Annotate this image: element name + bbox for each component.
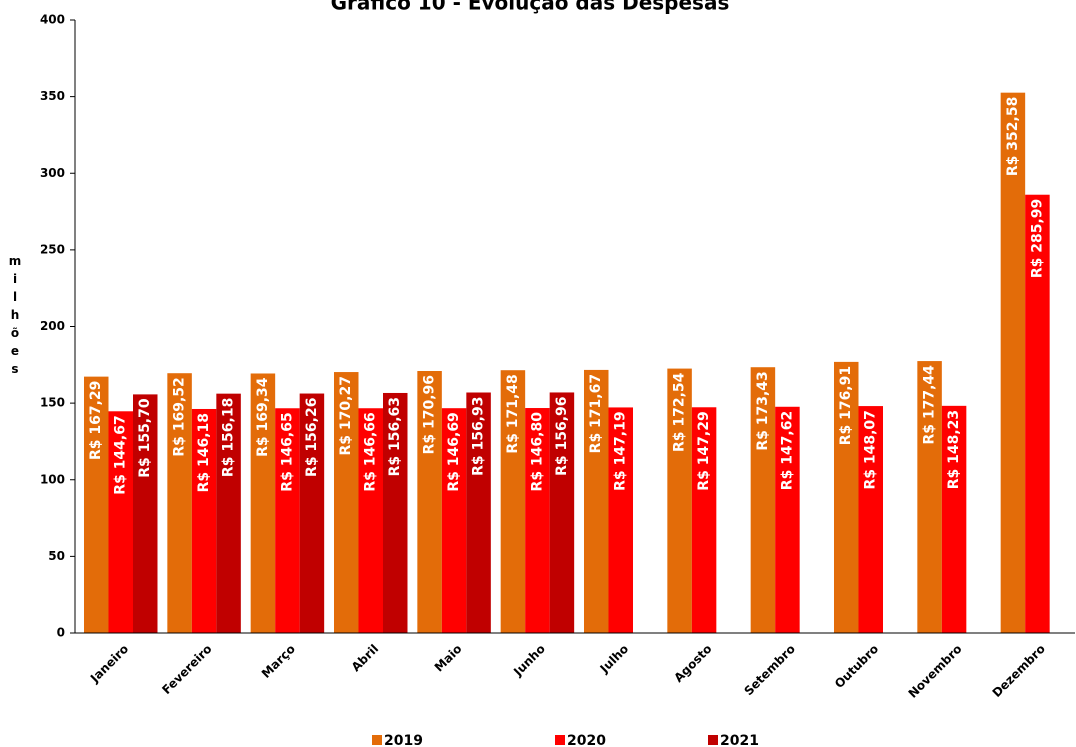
value-label: R$ 169,52 [172, 377, 188, 456]
y-tick-label: 50 [48, 549, 65, 563]
bar [667, 368, 692, 633]
value-label: R$ 176,91 [838, 366, 854, 445]
bar [691, 407, 717, 633]
value-label: R$ 156,18 [221, 398, 237, 477]
x-tick-label: Abril [349, 642, 382, 675]
x-tick-label: Novembro [906, 642, 965, 701]
bar [250, 373, 276, 633]
value-label: R$ 156,63 [387, 397, 403, 476]
bar [84, 376, 109, 633]
y-tick-label: 350 [40, 89, 65, 103]
y-axis-label: milhões [8, 254, 22, 380]
bar [750, 367, 776, 633]
value-label: R$ 171,67 [588, 374, 604, 453]
value-label: R$ 146,66 [363, 412, 379, 491]
bar [216, 393, 241, 633]
x-tick-label: Agosto [671, 642, 714, 685]
x-tick-label: Dezembro [990, 642, 1048, 700]
y-tick-label: 0 [57, 626, 65, 640]
y-tick-label: 400 [40, 13, 65, 27]
bar [167, 373, 192, 633]
bar [608, 407, 633, 633]
value-label: R$ 177,44 [922, 365, 938, 445]
bar [584, 369, 609, 633]
value-label: R$ 352,58 [1005, 97, 1021, 176]
value-label: R$ 155,70 [137, 398, 153, 478]
bar [383, 392, 408, 633]
bar [917, 361, 942, 633]
bar [466, 392, 491, 633]
bar [941, 405, 967, 633]
legend-swatch [708, 735, 718, 745]
legend-label: 2021 [720, 733, 759, 747]
value-label: R$ 156,26 [304, 398, 320, 477]
legend-swatch [555, 735, 565, 745]
bar [500, 370, 526, 633]
bar [358, 408, 383, 633]
x-tick-label: Março [259, 642, 298, 681]
bar [441, 408, 467, 633]
bar [1025, 194, 1050, 633]
value-label: R$ 146,80 [529, 412, 545, 492]
value-label: R$ 148,23 [946, 410, 962, 489]
y-tick-label: 200 [40, 319, 65, 333]
value-label: R$ 156,93 [471, 397, 487, 476]
legend-label: 2020 [567, 733, 606, 747]
bar [108, 411, 133, 633]
value-label: R$ 285,99 [1029, 199, 1045, 278]
bar [549, 392, 575, 633]
chart-title: Gráfico 10 - Evolução das Despesas [331, 0, 730, 15]
bar [191, 408, 217, 633]
bar [834, 361, 859, 633]
bar [133, 394, 158, 633]
value-label: R$ 147,62 [779, 411, 795, 490]
bar [525, 408, 550, 633]
x-tick-label: Fevereiro [159, 642, 214, 697]
value-label: R$ 170,96 [422, 375, 438, 454]
value-label: R$ 146,18 [196, 413, 212, 492]
bar [334, 372, 359, 633]
x-tick-label: Outubro [832, 642, 881, 691]
value-label: R$ 146,69 [446, 412, 462, 491]
value-label: R$ 147,19 [613, 411, 629, 490]
legend-label: 2019 [384, 733, 423, 747]
value-label: R$ 148,07 [863, 410, 879, 489]
legend-swatch [372, 735, 382, 745]
value-label: R$ 173,43 [755, 371, 771, 450]
x-tick-label: Janeiro [87, 642, 131, 686]
x-tick-label: Maio [432, 642, 465, 675]
bar [858, 406, 883, 633]
y-tick-label: 300 [40, 166, 65, 180]
x-tick-label: Julho [597, 642, 632, 677]
y-tick-label: 250 [40, 242, 65, 256]
value-label: R$ 144,67 [113, 415, 129, 494]
bar [299, 393, 325, 633]
value-label: R$ 170,27 [338, 376, 354, 455]
value-label: R$ 167,29 [88, 381, 104, 460]
value-label: R$ 169,34 [255, 377, 271, 457]
value-label: R$ 147,29 [696, 411, 712, 490]
x-tick-label: Junho [510, 642, 548, 680]
bar [275, 408, 300, 633]
value-label: R$ 172,54 [672, 372, 688, 452]
bar [1000, 92, 1026, 634]
value-label: R$ 171,48 [505, 374, 521, 453]
bar [417, 371, 442, 633]
value-label: R$ 146,65 [279, 412, 295, 491]
y-tick-label: 150 [40, 396, 65, 410]
value-label: R$ 156,96 [554, 396, 570, 475]
x-tick-label: Setembro [741, 642, 798, 699]
y-tick-label: 100 [40, 472, 65, 486]
bar [775, 406, 800, 633]
